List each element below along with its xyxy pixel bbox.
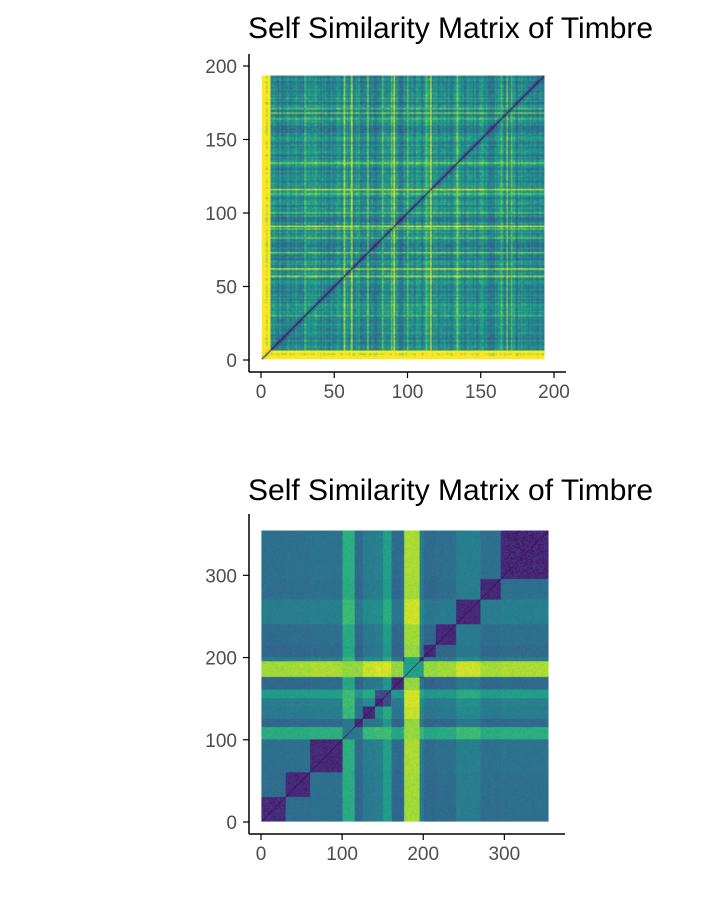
y-tick-label: 300 — [205, 566, 237, 587]
x-tick-label: 0 — [256, 382, 267, 403]
y-tick-label: 150 — [205, 131, 237, 152]
x-tick-label: 200 — [538, 382, 570, 403]
y-tick-label: 0 — [226, 813, 237, 834]
x-tick-label: 200 — [407, 844, 439, 865]
x-tick-label: 0 — [256, 844, 267, 865]
x-tick-label: 300 — [488, 844, 520, 865]
y-tick-label: 200 — [205, 649, 237, 670]
chart-panel-1: Self Similarity Matrix of Timbre 0 50 100 1… — [0, 0, 720, 420]
heatmap-raster — [261, 75, 545, 360]
x-tick-label: 100 — [326, 844, 358, 865]
y-tick-label: 50 — [216, 278, 237, 299]
chart-title-2: Self Similarity Matrix of Timbre — [248, 474, 654, 507]
chart-title-1: Self Similarity Matrix of Timbre — [248, 12, 654, 45]
y-tick-label: 0 — [226, 351, 237, 372]
x-tick-label: 50 — [324, 382, 345, 403]
y-tick-label: 100 — [205, 731, 237, 752]
heatmap-raster — [261, 530, 549, 822]
x-tick-label: 150 — [465, 382, 497, 403]
y-tick-label: 100 — [205, 204, 237, 225]
y-tick-label: 200 — [205, 57, 237, 78]
x-tick-label: 100 — [392, 382, 424, 403]
heatmap-chart-1: 0 50 100 150 200 0 50 100 150 200 — [205, 54, 570, 403]
